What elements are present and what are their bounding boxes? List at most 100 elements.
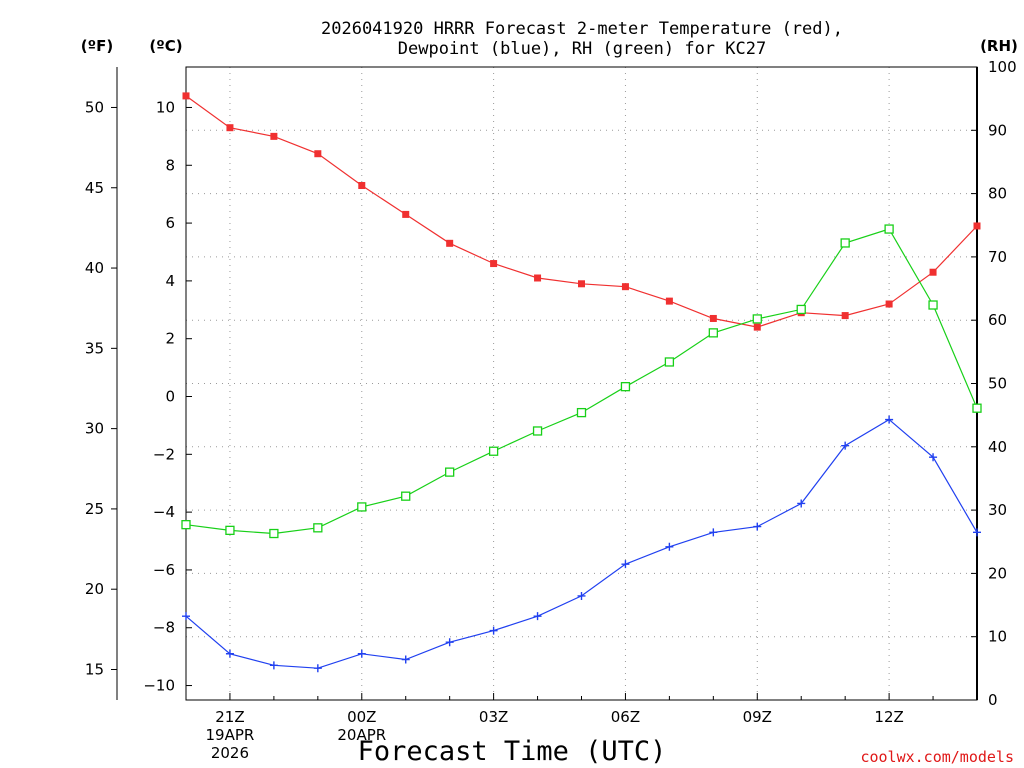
rh-point <box>576 407 587 418</box>
temperature-point <box>665 297 673 305</box>
rh-tick-label: 50 <box>988 375 1007 393</box>
dewpoint-point <box>313 664 322 673</box>
rh-tick-label: 90 <box>988 121 1007 139</box>
celsius-tick-label: −10 <box>143 677 175 695</box>
temperature-point <box>402 210 410 218</box>
dewpoint-point <box>929 453 938 462</box>
temperature-point <box>929 268 937 276</box>
dewpoint-point <box>753 522 762 531</box>
fahrenheit-tick-label: 30 <box>85 420 104 438</box>
temperature-point <box>314 150 322 158</box>
temperature-point <box>709 314 717 322</box>
dewpoint-point <box>797 499 806 508</box>
fahrenheit-tick-label: 35 <box>85 339 104 357</box>
credit-text: coolwx.com/models <box>860 748 1014 766</box>
fahrenheit-tick-label: 15 <box>85 660 104 678</box>
dewpoint-point <box>665 542 674 551</box>
dewpoint-point <box>885 415 894 424</box>
temperature-point <box>753 323 761 331</box>
celsius-axis: −10 −8 −6 −4 −2 0 2 4 6 8 10 <box>143 98 192 695</box>
rh-point <box>972 403 982 413</box>
rh-point <box>532 426 543 436</box>
rh-point <box>357 502 367 512</box>
rh-point <box>664 357 675 367</box>
time-tick-label: 09Z <box>743 708 772 726</box>
celsius-tick-label: 6 <box>165 214 175 232</box>
rh-tick-label: 60 <box>988 311 1007 329</box>
celsius-tick-label: 8 <box>165 156 175 174</box>
dewpoint-point <box>577 591 586 600</box>
celsius-unit-label: (ºC) <box>149 37 182 55</box>
dewpoint-point <box>621 560 630 569</box>
celsius-tick-label: 10 <box>156 98 175 116</box>
rh-unit-label: (RH) <box>980 37 1018 55</box>
temperature-point <box>885 300 893 308</box>
rh-axis: 0 10 20 30 40 50 60 70 80 90 100 <box>971 58 1017 709</box>
dewpoint-point <box>489 626 498 635</box>
dewpoint-point <box>445 638 454 647</box>
temperature-point <box>490 260 498 268</box>
time-tick-label: 2026 <box>211 744 249 762</box>
celsius-tick-label: −2 <box>153 445 175 463</box>
dewpoint-point <box>225 649 234 658</box>
time-tick-label: 12Z <box>874 708 903 726</box>
rh-tick-label: 40 <box>988 438 1007 456</box>
dewpoint-line <box>185 418 978 669</box>
temperature-point <box>578 280 585 288</box>
rh-point <box>488 446 499 456</box>
data-series <box>181 92 982 673</box>
rh-point <box>620 382 631 392</box>
temperature-point <box>446 239 454 247</box>
celsius-tick-label: −8 <box>153 619 175 637</box>
fahrenheit-tick-label: 40 <box>85 259 104 277</box>
dewpoint-point <box>401 655 410 664</box>
rh-line <box>185 228 978 535</box>
fahrenheit-tick-label: 50 <box>85 98 104 116</box>
celsius-tick-label: −6 <box>153 561 175 579</box>
rh-tick-label: 100 <box>988 58 1017 76</box>
fahrenheit-axis: 15 20 25 30 35 40 45 50 <box>85 98 117 678</box>
rh-point <box>401 491 411 501</box>
temperature-point <box>358 182 366 190</box>
rh-point <box>752 314 762 324</box>
dewpoint-point <box>182 612 190 621</box>
fahrenheit-tick-label: 20 <box>85 580 104 598</box>
rh-point <box>928 300 938 310</box>
temperature-point <box>226 124 234 132</box>
temperature-point <box>270 132 278 140</box>
celsius-tick-label: 0 <box>165 388 175 406</box>
rh-tick-label: 70 <box>988 248 1007 266</box>
fahrenheit-unit-label: (ºF) <box>81 37 113 55</box>
time-tick-label: 00Z <box>347 708 376 726</box>
dewpoint-point <box>841 441 850 450</box>
celsius-tick-label: 4 <box>165 272 175 290</box>
rh-tick-label: 20 <box>988 564 1007 582</box>
celsius-tick-label: 2 <box>165 330 175 348</box>
dewpoint-point <box>269 661 278 670</box>
x-axis-label: Forecast Time (UTC) <box>358 736 667 767</box>
time-tick-label: 19APR <box>206 726 255 744</box>
rh-tick-label: 80 <box>988 185 1007 203</box>
rh-tick-label: 30 <box>988 501 1007 519</box>
dewpoint-point <box>709 528 718 537</box>
time-tick-label: 20APR <box>337 726 386 744</box>
dewpoint-point <box>973 528 981 537</box>
time-tick-label: 03Z <box>479 708 508 726</box>
rh-point <box>269 528 279 539</box>
time-tick-label: 06Z <box>611 708 640 726</box>
rh-point <box>445 467 455 477</box>
rh-point <box>884 224 894 234</box>
dewpoint-point <box>357 649 366 658</box>
rh-point <box>181 520 191 530</box>
temperature-point <box>182 92 190 100</box>
fahrenheit-tick-label: 25 <box>85 500 104 518</box>
time-tick-label: 21Z <box>215 708 244 726</box>
rh-point <box>840 238 850 248</box>
rh-point <box>796 304 806 315</box>
temperature-point <box>973 222 981 230</box>
rh-point <box>313 523 323 533</box>
rh-point <box>225 525 235 536</box>
chart-title-line1: 2026041920 HRRR Forecast 2-meter Tempera… <box>321 19 843 39</box>
